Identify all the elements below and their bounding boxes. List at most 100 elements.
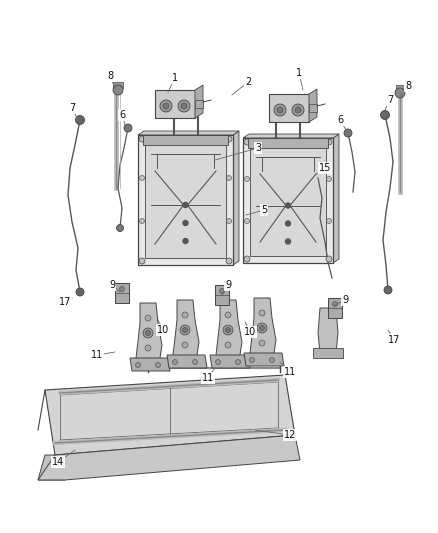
- Circle shape: [76, 288, 84, 296]
- Polygon shape: [130, 358, 170, 371]
- Circle shape: [395, 88, 405, 98]
- Circle shape: [183, 327, 187, 333]
- Circle shape: [226, 175, 232, 181]
- Text: 7: 7: [387, 95, 393, 105]
- Bar: [145, 142, 226, 258]
- Polygon shape: [38, 455, 65, 480]
- Bar: [309, 104, 317, 112]
- Circle shape: [274, 104, 286, 116]
- Bar: [269, 94, 309, 122]
- Text: 14: 14: [52, 457, 64, 467]
- Circle shape: [259, 340, 265, 346]
- Circle shape: [225, 342, 231, 348]
- Circle shape: [286, 239, 290, 244]
- Circle shape: [295, 107, 301, 113]
- Text: 11: 11: [91, 350, 103, 360]
- Circle shape: [257, 323, 267, 333]
- Text: 17: 17: [388, 335, 400, 345]
- Polygon shape: [173, 300, 199, 362]
- Bar: [248, 138, 328, 148]
- Text: 9: 9: [109, 280, 115, 290]
- Polygon shape: [167, 355, 207, 368]
- Circle shape: [259, 326, 265, 330]
- Circle shape: [244, 256, 250, 262]
- Circle shape: [384, 286, 392, 294]
- Circle shape: [145, 345, 151, 351]
- Polygon shape: [38, 435, 300, 480]
- Circle shape: [192, 359, 198, 365]
- Polygon shape: [233, 131, 239, 265]
- Polygon shape: [210, 355, 250, 368]
- Circle shape: [178, 100, 190, 112]
- Circle shape: [236, 359, 240, 365]
- Circle shape: [75, 116, 85, 125]
- Circle shape: [344, 129, 352, 137]
- Text: 7: 7: [69, 103, 75, 113]
- Text: 1: 1: [296, 68, 302, 78]
- Circle shape: [226, 219, 232, 223]
- Circle shape: [143, 328, 153, 338]
- Circle shape: [139, 136, 145, 142]
- Circle shape: [113, 85, 123, 95]
- Circle shape: [326, 139, 332, 145]
- Bar: [143, 135, 228, 145]
- Circle shape: [292, 104, 304, 116]
- Circle shape: [155, 362, 160, 367]
- Text: 5: 5: [261, 205, 267, 215]
- Circle shape: [124, 124, 132, 132]
- Circle shape: [139, 258, 145, 264]
- Circle shape: [226, 258, 232, 264]
- Circle shape: [244, 176, 250, 182]
- Circle shape: [332, 302, 338, 306]
- Text: 6: 6: [119, 110, 125, 120]
- Circle shape: [181, 103, 187, 109]
- Circle shape: [286, 203, 290, 208]
- Circle shape: [173, 359, 177, 365]
- Circle shape: [219, 288, 225, 294]
- Polygon shape: [309, 89, 317, 122]
- Circle shape: [145, 315, 151, 321]
- Circle shape: [183, 203, 188, 207]
- Circle shape: [163, 103, 169, 109]
- Polygon shape: [250, 298, 276, 360]
- Circle shape: [286, 221, 290, 226]
- Text: 11: 11: [202, 373, 214, 383]
- Circle shape: [225, 312, 231, 318]
- Text: 9: 9: [225, 280, 231, 290]
- Circle shape: [223, 325, 233, 335]
- Circle shape: [139, 175, 145, 181]
- Polygon shape: [45, 375, 295, 455]
- Circle shape: [326, 256, 332, 262]
- Text: 2: 2: [245, 77, 251, 87]
- Circle shape: [182, 312, 188, 318]
- Bar: [396, 85, 404, 90]
- Text: 8: 8: [405, 81, 411, 91]
- Circle shape: [120, 287, 124, 292]
- Circle shape: [139, 219, 145, 223]
- Polygon shape: [244, 353, 284, 366]
- Text: 3: 3: [255, 143, 261, 153]
- Circle shape: [277, 107, 283, 113]
- Bar: [243, 138, 333, 263]
- Bar: [113, 82, 123, 88]
- Text: 10: 10: [157, 325, 169, 335]
- Bar: [155, 90, 195, 118]
- Circle shape: [160, 100, 172, 112]
- Circle shape: [226, 136, 232, 142]
- Bar: [195, 100, 203, 108]
- Circle shape: [326, 219, 332, 223]
- Circle shape: [250, 358, 254, 362]
- Polygon shape: [333, 134, 339, 263]
- Polygon shape: [195, 85, 203, 118]
- Bar: [250, 145, 326, 256]
- Bar: [313, 348, 343, 358]
- Text: 1: 1: [172, 73, 178, 83]
- Polygon shape: [318, 308, 338, 353]
- Text: 15: 15: [319, 163, 331, 173]
- Circle shape: [244, 139, 250, 145]
- Circle shape: [259, 310, 265, 316]
- Text: 17: 17: [59, 297, 71, 307]
- Bar: [328, 298, 342, 318]
- Bar: [215, 285, 229, 305]
- Circle shape: [180, 325, 190, 335]
